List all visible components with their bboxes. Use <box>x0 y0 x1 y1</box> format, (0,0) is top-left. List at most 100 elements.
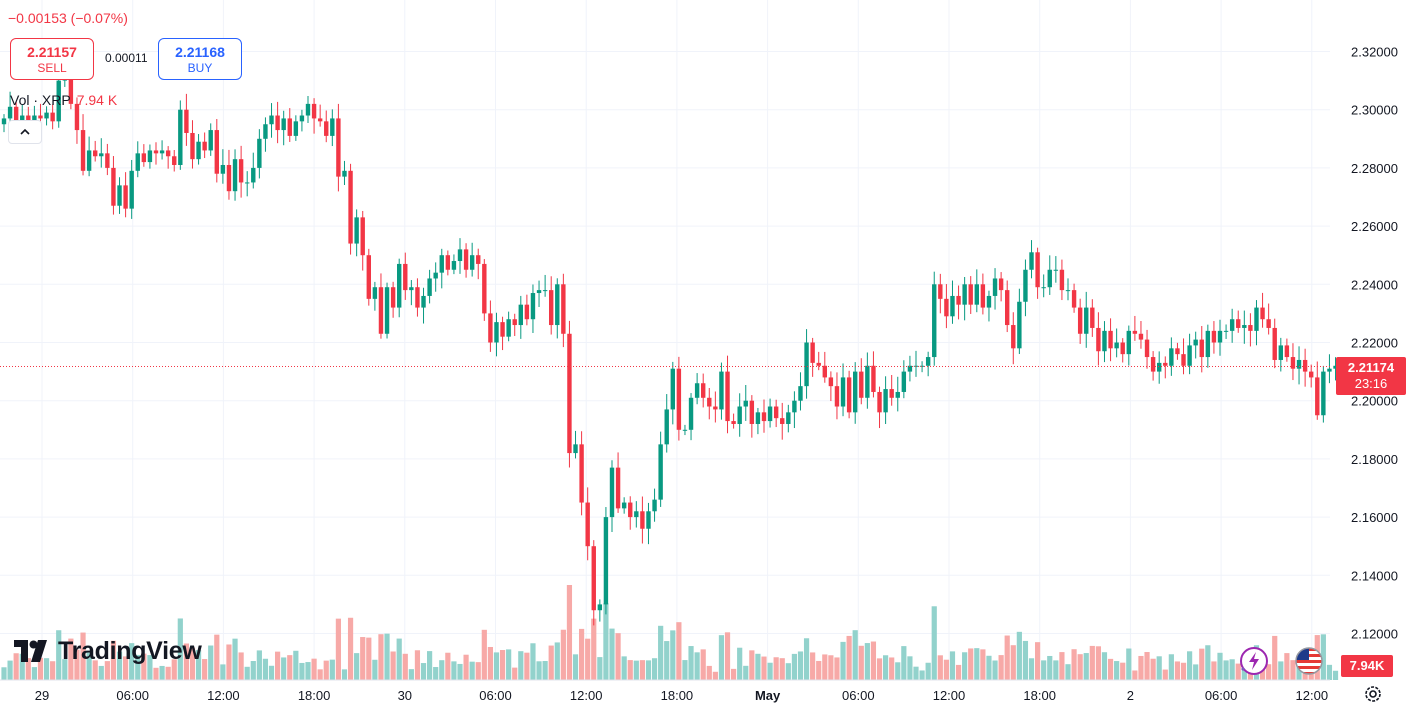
candle <box>816 351 821 371</box>
volume-bar <box>31 667 37 680</box>
volume-bar <box>1 667 7 680</box>
bar-countdown: 23:16 <box>1354 376 1388 391</box>
candle <box>798 372 803 411</box>
volume-bar <box>840 641 846 680</box>
volume-bar <box>676 622 682 680</box>
candle <box>159 140 165 160</box>
candle <box>135 141 140 178</box>
candle-body <box>840 377 846 407</box>
settings-icon[interactable] <box>1362 683 1384 705</box>
candle <box>524 294 530 326</box>
buy-button[interactable]: 2.21168 BUY <box>158 38 242 80</box>
candle <box>141 144 147 167</box>
candle-body <box>1315 377 1320 416</box>
candle <box>1 114 7 133</box>
candle <box>123 172 128 218</box>
candle <box>640 496 645 544</box>
candle <box>780 402 785 440</box>
tradingview-logo[interactable]: TradingView <box>14 636 202 666</box>
sell-button[interactable]: 2.21157 SELL <box>10 38 94 80</box>
volume-legend[interactable]: Vol · XRP 7.94 K <box>10 92 117 108</box>
candle-body <box>1 118 7 125</box>
volume-bar <box>737 647 743 680</box>
candle-body <box>1035 252 1040 288</box>
volume-bar <box>1126 648 1132 680</box>
candle <box>536 280 542 307</box>
candle-body <box>1296 359 1302 369</box>
candle <box>220 149 226 184</box>
candle <box>488 300 493 352</box>
volume-bar <box>226 644 232 680</box>
candle-body <box>342 170 347 177</box>
candle <box>366 248 371 306</box>
candle-body <box>555 284 560 326</box>
candle-body <box>1169 348 1174 366</box>
volume-bar <box>135 654 141 680</box>
candle <box>403 252 408 300</box>
volume-bar <box>1284 653 1290 680</box>
candle-body <box>153 150 159 154</box>
candle-body <box>384 287 390 334</box>
candle-body <box>99 153 104 157</box>
candle-body <box>731 421 736 424</box>
volume-bar <box>591 618 597 680</box>
volume-bar <box>396 638 402 680</box>
candle-body <box>390 287 396 308</box>
volume-bar <box>779 658 785 680</box>
candle <box>804 329 809 399</box>
candle-body <box>792 400 797 413</box>
candle-body <box>1047 269 1052 288</box>
volume-bar <box>347 617 354 680</box>
candle <box>1011 312 1016 365</box>
candle-body <box>1077 307 1083 334</box>
candle-body <box>603 517 609 605</box>
collapse-legend-button[interactable] <box>8 120 42 144</box>
volume-bar <box>749 650 755 680</box>
volume-bar <box>518 651 524 680</box>
candle <box>354 209 359 257</box>
price-tick-label: 2.26000 <box>1351 219 1398 234</box>
candle-body <box>834 386 840 407</box>
candle-body <box>378 287 384 334</box>
candle <box>664 394 669 453</box>
candle-body <box>536 290 542 294</box>
candle-body <box>853 371 858 413</box>
candle-body <box>117 185 122 206</box>
candle <box>1254 300 1259 346</box>
candle <box>1120 338 1125 363</box>
candle-body <box>567 333 572 454</box>
volume-bar <box>463 654 469 680</box>
candle-body <box>1309 371 1314 378</box>
candle <box>1217 319 1223 356</box>
candle <box>457 238 463 274</box>
volume-bar <box>129 643 135 680</box>
candle <box>324 110 329 143</box>
volume-bar <box>445 652 451 680</box>
candle-body <box>822 365 827 378</box>
candle <box>919 361 925 373</box>
volume-bar <box>1156 656 1162 680</box>
candle-body <box>518 304 523 326</box>
volume-bar <box>195 650 202 680</box>
candle <box>214 119 219 183</box>
candle <box>518 295 523 339</box>
candle <box>628 496 633 530</box>
candle-body <box>761 412 767 422</box>
us-flag-icon[interactable] <box>1293 645 1325 677</box>
candle <box>932 271 937 366</box>
candle-body <box>1114 342 1119 349</box>
candle <box>725 355 730 434</box>
candle <box>688 393 694 441</box>
volume-bar <box>1083 653 1089 680</box>
candle-body <box>1157 362 1162 372</box>
volume-bar <box>1320 634 1326 680</box>
lightning-icon[interactable] <box>1238 645 1270 677</box>
candle <box>1005 280 1010 333</box>
volume-bar <box>797 651 804 680</box>
sell-label: SELL <box>37 61 67 75</box>
volume-legend-value: 7.94 K <box>76 92 118 108</box>
candle-body <box>86 150 92 171</box>
candle <box>232 149 238 201</box>
volume-bar <box>329 659 335 680</box>
